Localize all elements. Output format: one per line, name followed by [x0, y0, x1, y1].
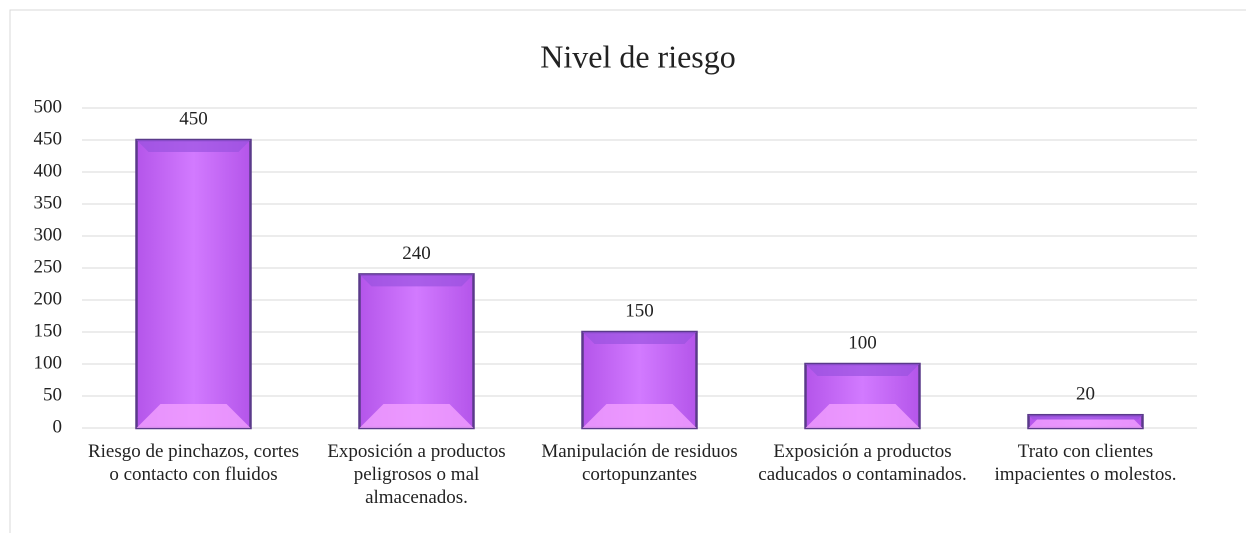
- bar-bevel-top: [805, 364, 920, 376]
- chart-title: Nivel de riesgo: [540, 38, 736, 74]
- data-label: 450: [179, 108, 208, 129]
- x-tick-label-box: Exposición a productos peligrosos o mal …: [327, 441, 506, 508]
- chart-border: [9, 9, 1246, 533]
- bar-bevel-top: [136, 140, 251, 152]
- bar-bevel-bottom: [582, 404, 697, 428]
- x-tick-label-box: Manipulación de residuos cortopunzantes: [541, 441, 738, 485]
- data-label: 240: [402, 243, 431, 264]
- bar: [358, 273, 475, 430]
- x-tick-label: Trato con clientes impacientes o molesto…: [994, 441, 1177, 485]
- bar-bevel-top: [359, 274, 474, 287]
- x-tick-label: Exposición a productos peligrosos o mal …: [327, 441, 506, 508]
- bar-bevel-bottom: [805, 404, 920, 428]
- x-tick-label-box: Trato con clientes impacientes o molesto…: [994, 441, 1177, 485]
- y-tick-label: 150: [34, 320, 63, 341]
- bar-bevel-bottom: [1028, 419, 1143, 428]
- y-tick-label: 400: [34, 160, 63, 181]
- bar-bevel-top: [1028, 415, 1143, 420]
- y-tick-label: 0: [53, 416, 63, 437]
- bar-bevel-top: [582, 332, 697, 344]
- y-tick-label: 250: [34, 256, 63, 277]
- bar-bevel-bottom: [136, 404, 251, 428]
- data-label: 20: [1076, 384, 1095, 405]
- data-label: 100: [848, 332, 877, 353]
- y-tick-label: 100: [34, 352, 63, 373]
- data-label: 150: [625, 300, 654, 321]
- x-tick-label-box: Riesgo de pinchazos, cortes o contacto c…: [87, 441, 300, 485]
- x-tick-label: Manipulación de residuos cortopunzantes: [541, 441, 738, 485]
- bar-bevel-bottom: [359, 404, 474, 428]
- y-tick-label: 500: [34, 96, 63, 117]
- bar: [135, 138, 252, 430]
- x-tick-label: Exposición a productos caducados o conta…: [758, 441, 967, 485]
- x-tick-label-box: Exposición a productos caducados o conta…: [758, 441, 967, 485]
- y-tick-label: 450: [34, 128, 63, 149]
- x-tick-label: Riesgo de pinchazos, cortes o contacto c…: [87, 441, 300, 485]
- y-tick-label: 300: [34, 224, 63, 245]
- y-tick-label: 50: [43, 384, 62, 405]
- y-tick-label: 200: [34, 288, 63, 309]
- y-tick-label: 350: [34, 192, 63, 213]
